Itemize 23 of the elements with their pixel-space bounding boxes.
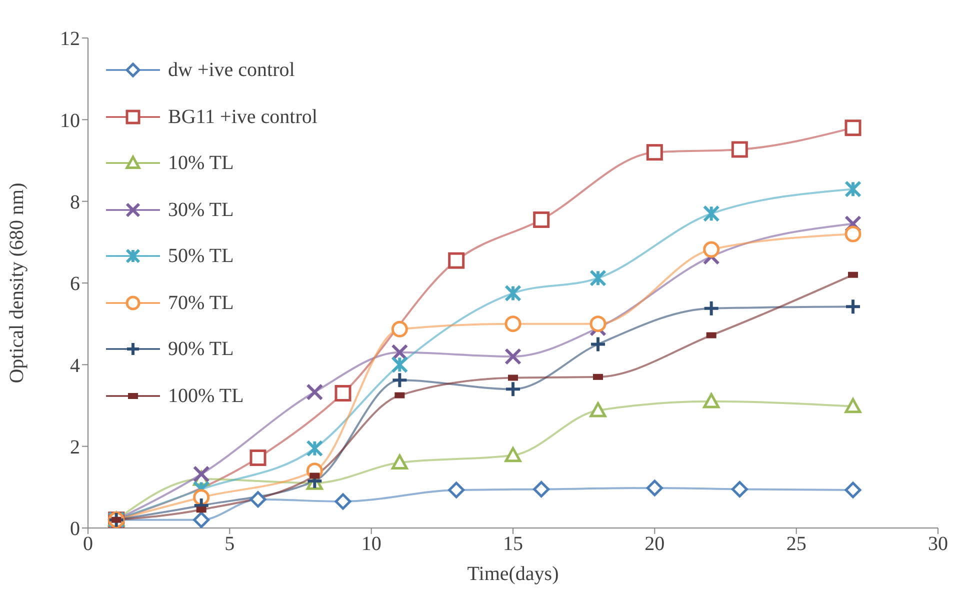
- x-tick-label: 5: [224, 533, 235, 556]
- x-tick-label: 15: [503, 533, 523, 556]
- y-tick-label: 2: [70, 436, 80, 458]
- legend-label: dw +ive control: [168, 58, 295, 83]
- x-tick-label: 25: [786, 533, 806, 556]
- y-tick-label: 6: [70, 273, 80, 296]
- legend-label: 10% TL: [168, 151, 234, 176]
- y-axis-title: Optical density (680 nm): [6, 182, 28, 384]
- y-tick-label: 0: [70, 518, 80, 540]
- legend-label: 90% TL: [168, 337, 234, 362]
- legend-label: 50% TL: [168, 244, 234, 269]
- x-tick-label: 10: [361, 533, 382, 556]
- legend-label: BG11 +ive control: [168, 104, 318, 130]
- legend-label: 70% TL: [168, 290, 234, 316]
- y-tick-label: 8: [70, 191, 80, 214]
- legend-label: 100% TL: [168, 384, 244, 408]
- x-tick-label: 30: [928, 533, 948, 556]
- y-tick-label: 12: [60, 28, 80, 50]
- y-tick-label: 10: [60, 110, 80, 132]
- y-tick-label: 4: [70, 354, 80, 377]
- legend-label: 30% TL: [168, 198, 234, 222]
- x-tick-label: 20: [644, 533, 665, 556]
- x-axis-title: Time(days): [467, 563, 559, 585]
